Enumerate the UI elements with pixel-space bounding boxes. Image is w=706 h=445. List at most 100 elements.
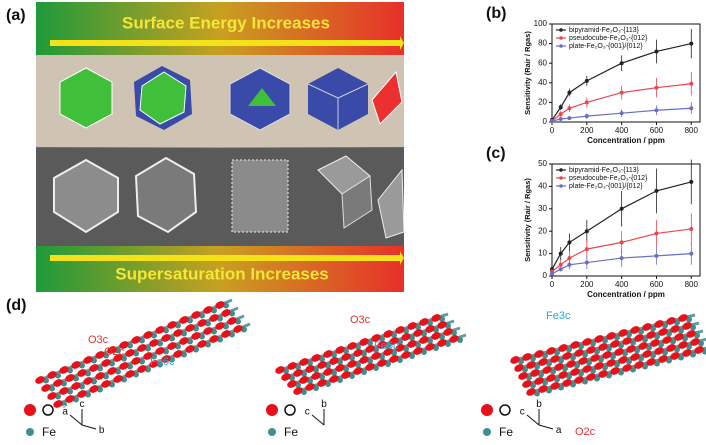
axis-label: b <box>99 425 105 436</box>
data-point <box>689 106 694 111</box>
o-atom <box>47 371 57 379</box>
data-point <box>558 112 563 117</box>
o-atom <box>550 355 560 363</box>
o-atom <box>293 387 303 395</box>
o-atom <box>131 357 141 365</box>
o-atom <box>353 349 363 357</box>
data-point <box>558 262 563 267</box>
o-atom <box>191 311 201 319</box>
legend-label: Fe <box>284 425 298 439</box>
o-atom <box>383 330 393 338</box>
x-tick-label: 800 <box>685 126 699 135</box>
o-atom <box>582 365 592 373</box>
o-atom <box>53 379 63 387</box>
o-atom <box>518 372 528 380</box>
o-atom <box>526 361 536 369</box>
y-tick-label: 60 <box>538 58 547 67</box>
o-atom <box>71 361 81 369</box>
banner: Surface Energy Increases <box>122 13 330 32</box>
o-atom <box>634 361 644 369</box>
o-atom <box>562 352 572 360</box>
legend-marker <box>559 28 563 32</box>
o-atom <box>578 357 588 365</box>
o-atom <box>594 335 604 343</box>
o-atom <box>209 335 219 343</box>
o-atom <box>359 356 369 364</box>
o-atom <box>538 385 548 393</box>
data-point <box>567 106 572 111</box>
o-atom <box>646 358 656 366</box>
o-atom <box>287 362 297 370</box>
o-atom <box>586 373 596 381</box>
o-atom <box>77 390 87 398</box>
o-atom <box>95 372 105 380</box>
o-atom <box>371 334 381 342</box>
o-atom <box>89 364 99 372</box>
o-atom <box>131 336 141 344</box>
data-point <box>584 247 589 252</box>
legend-label: bipyramid-Fe₂O₃-{113} <box>569 27 640 34</box>
y-axis-label: Sensitivity (Rair / Rgas) <box>523 178 532 262</box>
o-atom <box>634 334 644 342</box>
o-atom <box>522 353 532 361</box>
o-atom <box>694 346 704 354</box>
o-atom <box>137 365 147 373</box>
o-atom <box>622 337 632 345</box>
o-atom <box>395 326 405 334</box>
o-atom <box>113 354 123 362</box>
o-atom <box>658 328 668 336</box>
o-atom <box>534 350 544 358</box>
o-legend-atom <box>284 404 296 416</box>
legend-marker <box>559 176 563 180</box>
o-legend-atom <box>42 404 54 416</box>
o-atom <box>686 330 696 338</box>
o-atom <box>437 321 447 329</box>
axis-label: c <box>305 407 310 418</box>
o-atom <box>143 331 153 339</box>
sem-crystal <box>377 168 405 239</box>
o-atom <box>562 379 572 387</box>
o-atom <box>167 342 177 350</box>
o-atom <box>526 388 536 396</box>
o-atom <box>149 339 159 347</box>
o-atom <box>682 349 692 357</box>
o-atom <box>119 362 129 370</box>
data-point <box>567 116 572 121</box>
o-atom <box>137 344 147 352</box>
o-atom <box>419 336 429 344</box>
panel-label: (a) <box>6 7 26 24</box>
data-point <box>689 251 694 256</box>
data-point <box>558 117 563 122</box>
o-atom <box>41 384 51 392</box>
y-tick-label: 0 <box>543 117 548 126</box>
series-line <box>551 43 692 121</box>
o-atom <box>125 349 135 357</box>
data-point <box>654 49 659 54</box>
o-atom <box>522 380 532 388</box>
o-atom <box>690 338 700 346</box>
data-point <box>654 231 659 236</box>
data-point <box>619 111 624 116</box>
o-atom <box>209 314 219 322</box>
o-atom <box>594 362 604 370</box>
o-atom <box>335 364 345 372</box>
axis-label: a <box>62 407 68 418</box>
axis-label: b <box>536 399 542 410</box>
data-point <box>689 41 694 46</box>
x-tick-label: 200 <box>580 280 594 289</box>
o-atom <box>311 354 321 362</box>
legend-label: Fe <box>42 425 56 439</box>
o-atom <box>161 355 171 363</box>
o-atom <box>383 348 393 356</box>
o-atom <box>646 331 656 339</box>
o-atom <box>389 337 399 345</box>
o-atom <box>299 358 309 366</box>
data-point <box>689 226 694 231</box>
data-point <box>567 240 572 245</box>
o-atom <box>53 400 63 408</box>
o-atom <box>359 338 369 346</box>
o-atom <box>371 352 381 360</box>
hexagon <box>59 67 113 129</box>
